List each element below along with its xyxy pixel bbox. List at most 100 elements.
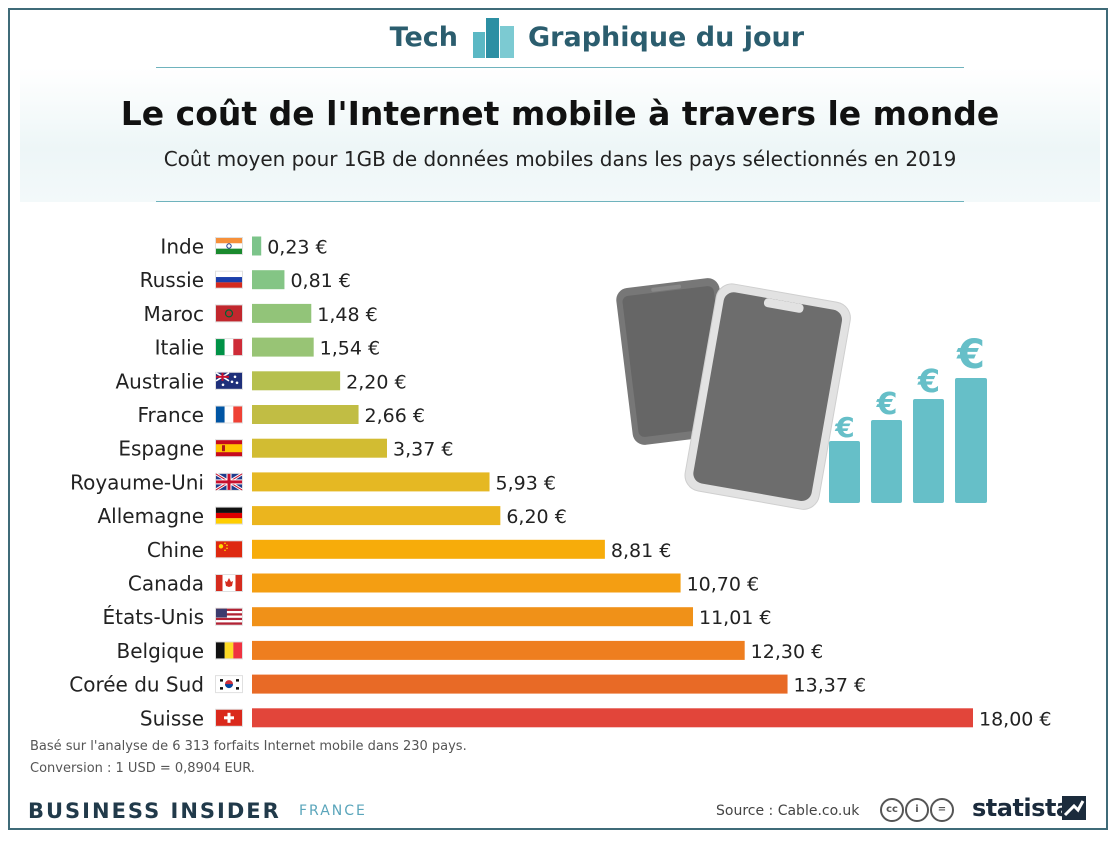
bar-row-13: Belgique 12,30 € xyxy=(116,639,823,663)
bar xyxy=(252,270,285,290)
note-conversion: Conversion : 1 USD = 0,8904 EUR. xyxy=(30,761,255,776)
category-label: Inde xyxy=(160,235,204,259)
germany-flag-icon xyxy=(215,506,243,525)
bar-row-14: Corée du Sud 13,37 € xyxy=(69,673,866,697)
bar-row-9: Allemagne 6,20 € xyxy=(97,504,566,528)
usa-flag-icon xyxy=(215,607,243,626)
value-label: 0,23 € xyxy=(267,237,327,259)
bar-row-5: Australie 2,20 € xyxy=(115,369,406,393)
by-icon: i xyxy=(905,798,929,822)
bar xyxy=(252,607,694,627)
value-label: 1,54 € xyxy=(320,338,380,360)
euro-growth-icon: € € € € xyxy=(829,332,987,503)
bar-row-2: Russie 0,81 € xyxy=(140,268,351,292)
value-label: 1,48 € xyxy=(317,304,377,326)
bar-row-6: France 2,66 € xyxy=(137,403,425,427)
switzerland-flag-icon xyxy=(215,708,243,727)
value-label: 5,93 € xyxy=(496,472,556,494)
value-label: 6,20 € xyxy=(506,506,566,528)
bar-row-4: Italie 1,54 € xyxy=(155,336,381,360)
source-link[interactable]: Source : Cable.co.uk xyxy=(716,803,860,819)
bar xyxy=(252,236,262,256)
note-methodology: Basé sur l'analyse de 6 313 forfaits Int… xyxy=(30,739,467,754)
bar xyxy=(252,573,681,593)
bar-chart-logo-icon xyxy=(473,18,514,58)
statista-logo-icon xyxy=(1062,796,1086,820)
bar xyxy=(252,506,501,526)
business-insider-logo: BUSINESS INSIDER xyxy=(28,799,281,823)
value-label: 12,30 € xyxy=(751,641,824,663)
belgium-flag-icon xyxy=(215,641,243,660)
value-label: 0,81 € xyxy=(290,270,350,292)
morocco-flag-icon xyxy=(215,304,243,323)
value-label: 2,20 € xyxy=(346,371,406,393)
canada-flag-icon xyxy=(215,574,243,592)
bar xyxy=(252,539,605,559)
spain-flag-icon xyxy=(215,439,243,458)
bar xyxy=(252,371,341,391)
category-label: Suisse xyxy=(140,706,204,730)
smartphones-icon xyxy=(616,278,851,510)
category-label: Royaume-Uni xyxy=(70,470,204,494)
nd-icon: = xyxy=(930,798,954,822)
bar-row-10: Chine 8,81 € xyxy=(147,538,672,562)
bar-row-7: Espagne 3,37 € xyxy=(118,437,453,461)
value-label: 18,00 € xyxy=(979,708,1052,730)
category-label: Corée du Sud xyxy=(69,673,204,697)
euro-symbol-3: € xyxy=(917,362,940,400)
euro-symbol-2: € xyxy=(876,387,898,422)
bar-row-3: Maroc 1,48 € xyxy=(143,302,377,326)
bar-row-11: Canada 10,70 € xyxy=(128,572,759,596)
australia-flag-icon xyxy=(215,371,243,390)
bar xyxy=(252,303,312,323)
cc-icon: cc xyxy=(880,798,904,822)
south-korea-flag-icon xyxy=(215,675,243,694)
bar xyxy=(252,674,788,694)
category-label: Belgique xyxy=(116,639,204,663)
category-label: Italie xyxy=(155,336,204,360)
china-flag-icon xyxy=(215,540,243,559)
value-label: 13,37 € xyxy=(794,675,867,697)
category-label: Espagne xyxy=(118,437,204,461)
header-rule xyxy=(156,67,964,68)
france-flag-icon xyxy=(215,405,243,424)
statista-logo[interactable]: statista xyxy=(972,794,1072,822)
bar-row-8: Royaume-Uni 5,93 € xyxy=(70,470,556,494)
bar xyxy=(252,405,359,424)
bar xyxy=(252,472,490,492)
category-label: France xyxy=(137,403,204,427)
category-label: Chine xyxy=(147,538,204,562)
category-label: Maroc xyxy=(143,302,204,326)
category-label: Allemagne xyxy=(97,504,204,528)
chart-title: Le coût de l'Internet mobile à travers l… xyxy=(120,94,1000,133)
bar-row-12: États-Unis 11,01 € xyxy=(102,605,771,629)
bar xyxy=(252,438,387,458)
bar-row-15: Suisse 18,00 € xyxy=(140,706,1052,730)
euro-symbol-1: € xyxy=(834,411,854,444)
category-label: États-Unis xyxy=(102,605,204,629)
value-label: 3,37 € xyxy=(393,439,453,461)
title-band xyxy=(20,68,1100,202)
category-label: Canada xyxy=(128,572,204,596)
bar xyxy=(252,708,973,728)
title-rule xyxy=(156,201,964,202)
value-label: 8,81 € xyxy=(611,540,671,562)
category-label: Russie xyxy=(140,268,204,292)
header-tag-tech: Tech xyxy=(389,22,458,53)
uk-flag-icon xyxy=(215,472,243,492)
euro-symbol-4: € xyxy=(956,332,985,378)
russia-flag-icon xyxy=(215,270,243,289)
category-label: Australie xyxy=(115,369,204,393)
bar xyxy=(252,640,745,660)
italy-flag-icon xyxy=(215,338,243,357)
bar-row-1: Inde 0,23 € xyxy=(160,235,327,259)
chart-subtitle: Coût moyen pour 1GB de données mobiles d… xyxy=(163,147,957,171)
value-label: 11,01 € xyxy=(699,607,772,629)
value-label: 10,70 € xyxy=(687,574,760,596)
header-tag-graphique: Graphique du jour xyxy=(528,22,805,53)
value-label: 2,66 € xyxy=(365,405,425,427)
india-flag-icon xyxy=(215,237,243,255)
bar xyxy=(252,337,314,357)
business-insider-france: FRANCE xyxy=(299,803,367,819)
